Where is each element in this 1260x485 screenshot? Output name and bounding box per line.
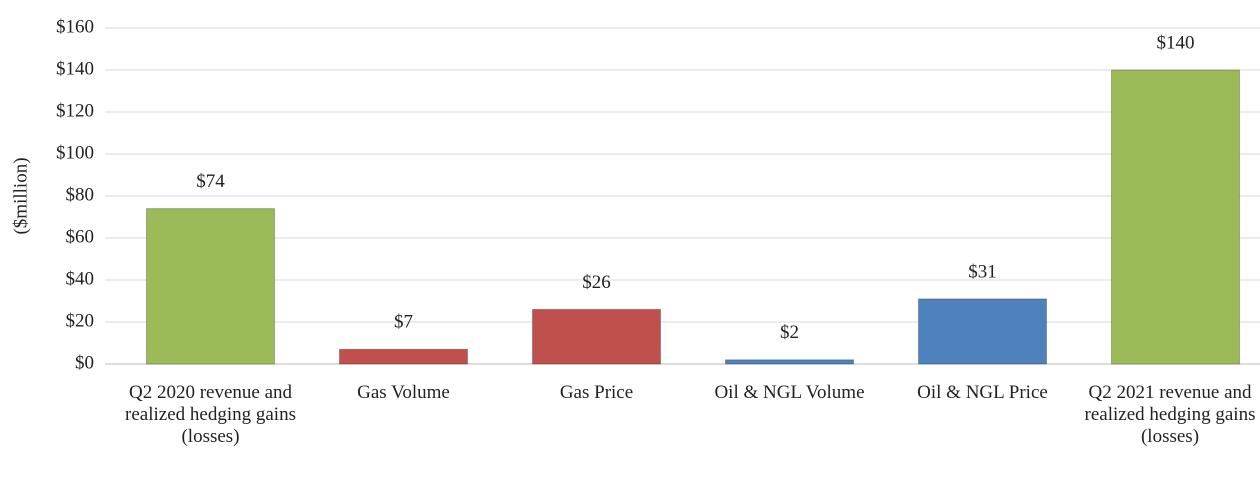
- y-tick-label: $80: [66, 184, 95, 205]
- x-tick-label: Q2 2021 revenue and realized hedging gai…: [1084, 382, 1256, 447]
- x-tick-label: Gas Volume: [357, 382, 450, 403]
- x-tick-label: Gas Price: [559, 382, 634, 403]
- y-tick-label: $160: [56, 16, 94, 37]
- y-tick-label: $40: [66, 268, 95, 289]
- bar: [725, 359, 854, 365]
- y-axis-label: ($million): [10, 157, 31, 234]
- bar: [146, 208, 275, 365]
- y-tick-label: $120: [56, 100, 94, 121]
- y-tick-label: $20: [66, 310, 95, 331]
- bar: [1111, 69, 1240, 365]
- y-tick-label: $60: [66, 226, 95, 247]
- value-label: $2: [780, 322, 799, 343]
- x-tick-label: Q2 2020 revenue and realized hedging gai…: [125, 382, 296, 447]
- value-label: $74: [196, 171, 225, 192]
- value-label: $31: [968, 261, 997, 282]
- bar: [918, 298, 1047, 365]
- value-label: $7: [394, 312, 413, 333]
- y-tick-label: $140: [56, 58, 94, 79]
- value-label: $26: [582, 272, 611, 293]
- bar: [339, 348, 468, 365]
- y-tick-label: $0: [75, 352, 94, 373]
- bar: [532, 308, 661, 365]
- value-label: $140: [1157, 32, 1195, 53]
- x-tick-label: Oil & NGL Price: [917, 382, 1048, 403]
- y-tick-label: $100: [56, 142, 94, 163]
- x-tick-label: Oil & NGL Volume: [714, 382, 865, 403]
